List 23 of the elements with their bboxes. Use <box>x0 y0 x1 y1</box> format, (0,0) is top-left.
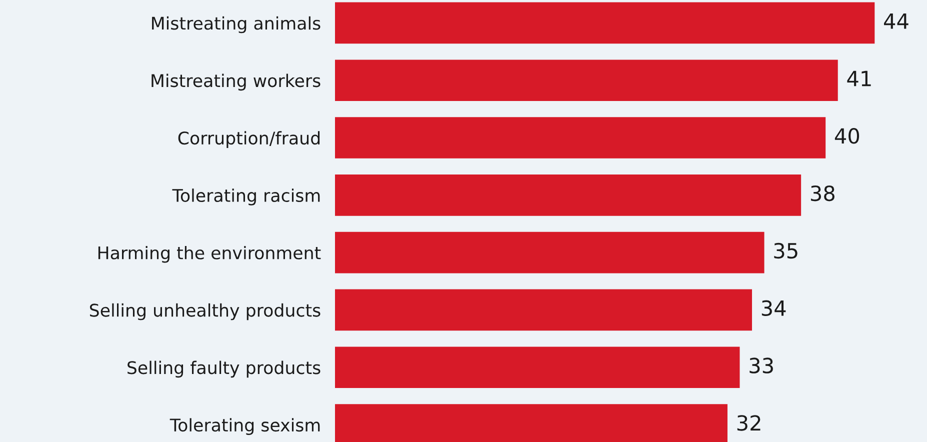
data-label: 33 <box>750 358 773 374</box>
y-tick-label: Tolerating sexism <box>170 418 320 435</box>
bar <box>335 2 875 44</box>
y-tick-label: Corruption/fraud <box>178 131 320 148</box>
y-tick-label: Selling faulty products <box>128 360 320 378</box>
bar <box>335 346 740 388</box>
bar <box>335 117 826 158</box>
y-tick-label: Harming the environment <box>98 246 321 263</box>
bar <box>335 289 752 331</box>
data-label: 34 <box>762 300 786 316</box>
data-label: 32 <box>737 415 760 431</box>
bar <box>335 174 802 216</box>
y-tick-label: Mistreating animals <box>152 16 320 34</box>
y-tick-label: Selling unhealthy products <box>90 303 320 320</box>
bar <box>335 60 838 102</box>
data-label: 44 <box>884 14 908 29</box>
data-label: 41 <box>847 70 871 86</box>
data-label: 38 <box>810 185 834 202</box>
y-tick-label: Tolerating racism <box>172 188 320 206</box>
data-label: 35 <box>774 242 798 259</box>
y-tick-label: Mistreating workers <box>152 74 320 91</box>
data-label: 40 <box>834 128 860 144</box>
bar <box>335 232 764 274</box>
